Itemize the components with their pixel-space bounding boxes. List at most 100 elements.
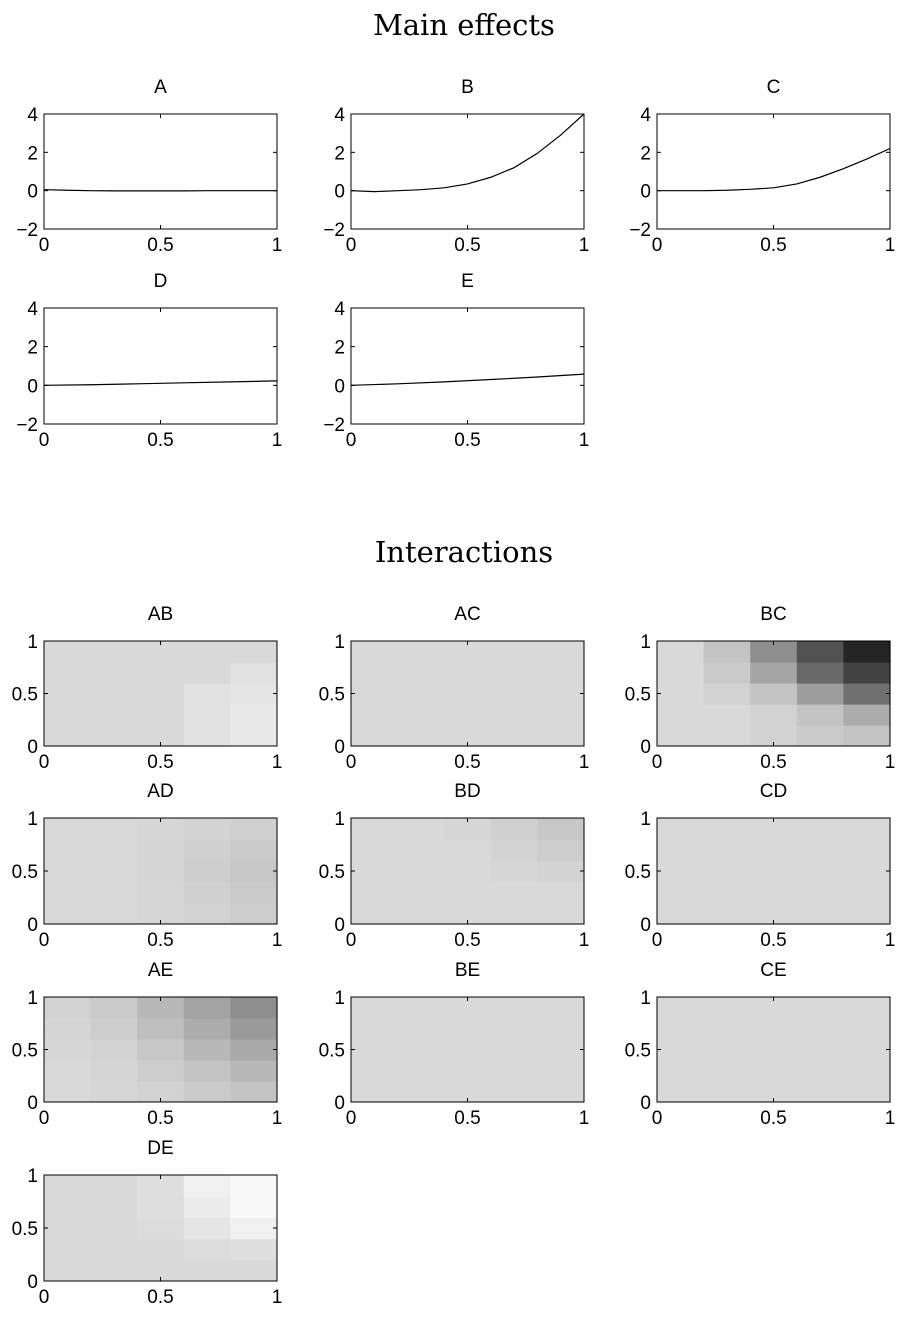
heatmap-cell-cd-3-0 [657,839,705,861]
heatmap-cell-ab-4-1 [90,641,138,663]
y-tick-label: 4 [27,299,38,320]
heatmap-cell-ce-0-3 [796,1081,844,1103]
y-tick-label: 4 [334,299,345,320]
panel-title-ad: AD [147,781,173,802]
heatmap-cell-ce-2-2 [750,1039,798,1061]
heatmap-cell-ac-3-0 [351,662,399,684]
heatmap-cell-ae-3-3 [183,1018,231,1040]
x-tick-label: 0.5 [760,235,786,256]
heatmap-cell-ae-2-0 [44,1039,92,1061]
x-tick-label: 0.5 [454,752,480,773]
heatmap-cell-ce-1-3 [796,1060,844,1082]
x-tick-label: 0 [652,1108,663,1129]
y-tick-label: 0.5 [319,1041,345,1062]
heatmap-cell-cd-3-2 [750,839,798,861]
heatmap-cell-bc-1-3 [796,704,844,726]
y-tick-label: 2 [334,143,345,164]
heatmap-cell-ad-4-2 [137,818,185,840]
heatmap-cell-ac-0-4 [537,725,585,747]
heatmap-cell-de-0-2 [137,1259,185,1282]
heatmap-cell-cd-4-0 [657,818,705,840]
heatmap-cell-bd-0-3 [490,902,538,925]
axes-frame-a [43,113,278,230]
y-tick-label: 0.5 [12,1041,38,1062]
effect-curve-e [350,373,585,386]
heatmap-cell-ad-2-0 [44,860,92,883]
y-tick-label: 1 [640,632,651,653]
heatmap-cell-bd-4-1 [397,818,445,840]
panel-title-bd: BD [454,781,480,802]
heatmap-cell-ac-4-4 [537,641,585,663]
heatmap-cell-ab-0-2 [137,725,185,747]
heatmap-cell-ac-3-4 [537,662,585,684]
heatmap-cell-de-1-0 [44,1238,92,1261]
heatmap-cell-bd-4-2 [444,818,492,840]
heatmap-cell-cd-2-3 [796,860,844,883]
heatmap-cell-ab-1-3 [183,704,231,726]
heatmap-cell-be-1-2 [444,1060,492,1082]
heatmap-cell-ab-3-1 [90,662,138,684]
y-tick-label: 0.5 [319,685,345,706]
heatmap-cell-ad-2-3 [183,860,231,883]
heatmap-cell-ce-4-1 [703,997,751,1019]
heatmap-cell-ae-1-2 [137,1060,185,1082]
heatmap-cell-cd-2-4 [843,860,891,883]
heatmap-cell-ab-4-4 [230,641,278,663]
heatmap-cell-bc-3-2 [750,662,798,684]
heatmap-cell-ad-0-1 [90,902,138,925]
heatmap-cell-cd-3-4 [843,839,891,861]
heatmap-cell-bc-0-1 [703,725,751,747]
y-tick-label: 0 [640,737,651,758]
heatmap-cell-bc-4-1 [703,641,751,663]
heatmap-cell-be-0-2 [444,1081,492,1103]
heatmap-cell-be-3-1 [397,1018,445,1040]
panel-title-c: C [767,77,781,98]
effect-curve-b [350,113,585,193]
heatmap-cell-bc-1-0 [657,704,705,726]
heatmap-cell-bc-2-2 [750,683,798,705]
heatmap-cell-bd-4-3 [490,818,538,840]
axes-frame-e [350,307,585,425]
heatmap-cell-be-3-4 [537,1018,585,1040]
x-tick-label: 1 [885,752,896,773]
heatmap-cell-be-0-0 [351,1081,399,1103]
heatmap-cell-ae-4-4 [230,997,278,1019]
heatmap-cell-cd-0-3 [796,902,844,925]
panel-be: BE 0 0.5 1 1 0.5 0 [319,960,590,1129]
effect-curve-a [43,189,277,192]
panel-ab: AB 0 0.5 1 1 0.5 0 [12,604,283,773]
y-tick-label: −2 [323,415,345,436]
heatmap-cell-ac-1-4 [537,704,585,726]
heatmap-cell-be-3-2 [444,1018,492,1040]
heatmap-cell-ae-0-0 [44,1081,92,1103]
heatmap-cell-de-2-1 [90,1217,138,1240]
heatmap-cell-de-1-2 [137,1238,185,1261]
x-tick-label: 1 [579,235,590,256]
x-tick-label: 0 [346,1108,357,1129]
heatmap-cell-bd-0-0 [351,902,399,925]
heatmap-cell-bc-3-0 [657,662,705,684]
heatmap-cell-ac-2-1 [397,683,445,705]
x-tick-label: 1 [579,430,590,451]
panel-title-a: A [154,77,167,98]
heatmap-cell-cd-2-2 [750,860,798,883]
panel-title-e: E [461,271,474,292]
x-tick-label: 0 [39,752,50,773]
heatmap-cell-de-0-3 [183,1259,231,1282]
y-tick-label: 1 [334,809,345,830]
x-tick-label: 0 [346,752,357,773]
heatmap-cell-de-0-0 [44,1259,92,1282]
heatmap-cell-de-4-0 [44,1175,92,1197]
heatmap-cell-ab-3-4 [230,662,278,684]
heatmap-cell-ad-1-3 [183,881,231,904]
heatmap-cell-ab-3-2 [137,662,185,684]
heatmap-cell-de-3-4 [230,1196,278,1218]
heatmap-cell-ae-1-3 [183,1060,231,1082]
x-tick-label: 1 [272,1287,283,1308]
effect-curve-c [657,147,891,192]
heatmap-cell-bc-3-1 [703,662,751,684]
heatmap-cell-ac-0-2 [444,725,492,747]
